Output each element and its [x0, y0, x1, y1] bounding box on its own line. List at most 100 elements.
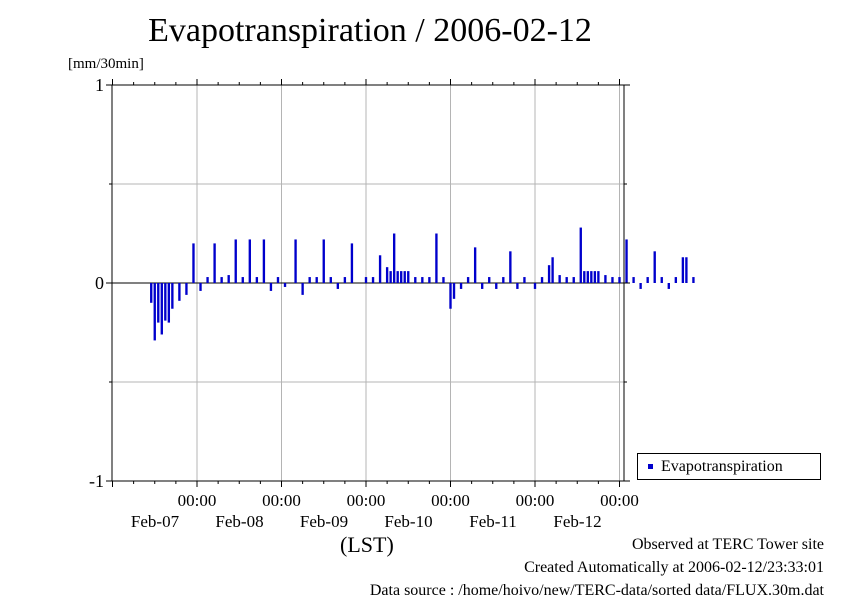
- legend-label: Evapotranspiration: [661, 457, 783, 475]
- footer-data-source: Data source : /home/hoivo/new/TERC-data/…: [369, 582, 824, 599]
- data-bar: [516, 283, 519, 289]
- x-tick-date-label: Feb-11: [469, 512, 517, 531]
- data-bar: [343, 277, 347, 283]
- x-tick-date-label: Feb-10: [384, 512, 432, 531]
- x-tick-time-label: 00:00: [516, 491, 555, 510]
- data-bar: [646, 277, 649, 283]
- data-bar: [167, 283, 171, 323]
- data-bar: [667, 283, 670, 289]
- data-bar: [269, 283, 273, 291]
- data-bar: [481, 283, 484, 289]
- data-bar: [674, 277, 678, 283]
- data-bar: [495, 283, 498, 289]
- data-bar: [435, 233, 438, 283]
- x-tick-date-label: Feb-08: [215, 512, 263, 531]
- x-axis-label: (LST): [340, 532, 394, 557]
- data-bar: [248, 239, 251, 283]
- data-bar: [407, 271, 410, 283]
- data-bar: [611, 277, 614, 283]
- data-bar: [421, 277, 424, 283]
- data-bar: [350, 243, 354, 283]
- data-bar: [329, 277, 332, 283]
- data-bar: [639, 283, 642, 289]
- data-bar: [590, 271, 593, 283]
- x-tick-date-label: Feb-07: [131, 512, 180, 531]
- data-bar: [597, 271, 600, 283]
- data-bar: [157, 283, 160, 323]
- data-bar: [185, 283, 188, 295]
- data-bar: [234, 239, 237, 283]
- data-bar: [579, 227, 582, 283]
- data-bar: [220, 277, 223, 283]
- data-bar: [452, 283, 456, 299]
- data-bar: [403, 271, 406, 283]
- data-bar: [206, 277, 209, 283]
- data-bar: [192, 243, 195, 283]
- data-bar: [653, 251, 656, 283]
- data-bar: [392, 233, 396, 283]
- chart-title: Evapotranspiration / 2006-02-12: [148, 12, 592, 49]
- data-bar: [227, 275, 230, 283]
- x-tick-date-label: Feb-09: [300, 512, 348, 531]
- data-bar: [414, 277, 417, 283]
- data-bar: [660, 277, 663, 283]
- data-bar: [171, 283, 174, 309]
- x-tick-time-label: 00:00: [347, 491, 386, 510]
- data-bar: [160, 283, 163, 335]
- data-bar: [241, 277, 244, 283]
- data-bar: [396, 271, 399, 283]
- data-bar: [685, 257, 688, 283]
- data-bar: [400, 271, 403, 283]
- data-bar: [153, 283, 156, 341]
- data-bar: [294, 239, 297, 283]
- data-bar: [371, 277, 375, 283]
- y-tick-label: -1: [89, 471, 104, 491]
- y-tick-label: 0: [95, 273, 104, 293]
- data-bar: [459, 283, 463, 289]
- y-tick-label: 1: [95, 75, 104, 95]
- data-bar: [389, 271, 392, 283]
- legend: Evapotranspiration: [637, 453, 821, 480]
- data-bar: [593, 271, 597, 283]
- footer-created: Created Automatically at 2006-02-12/23:3…: [524, 559, 824, 576]
- data-bar: [551, 257, 554, 283]
- data-bar: [502, 277, 505, 283]
- data-bar: [308, 277, 311, 283]
- x-tick-time-label: 00:00: [178, 491, 217, 510]
- data-bar: [681, 257, 685, 283]
- data-bar: [255, 277, 259, 283]
- data-bar: [632, 277, 635, 283]
- data-bar: [262, 239, 266, 283]
- data-bar: [428, 277, 431, 283]
- data-bar: [449, 283, 452, 309]
- data-bar: [276, 277, 280, 283]
- data-bar: [604, 275, 607, 283]
- footer-observed: Observed at TERC Tower site: [631, 536, 824, 553]
- data-bar: [509, 251, 512, 283]
- data-bar: [322, 239, 325, 283]
- data-bar: [466, 277, 470, 283]
- legend-swatch: [648, 464, 653, 469]
- data-bar: [488, 277, 491, 283]
- data-bar: [558, 275, 561, 283]
- data-bar: [213, 243, 216, 283]
- data-bar: [283, 283, 287, 287]
- x-tick-time-label: 00:00: [262, 491, 301, 510]
- data-bar: [315, 277, 318, 283]
- data-bar: [364, 277, 368, 283]
- data-bar: [378, 255, 382, 283]
- data-bar: [692, 277, 695, 283]
- data-bar: [547, 265, 551, 283]
- data-bar: [199, 283, 202, 291]
- data-bar: [565, 277, 568, 283]
- data-bar: [540, 277, 544, 283]
- data-bar: [583, 271, 586, 283]
- data-bar: [572, 277, 575, 283]
- x-tick-time-label: 00:00: [600, 491, 639, 510]
- y-axis-unit-label: [mm/30min]: [68, 56, 144, 72]
- data-bar: [586, 271, 589, 283]
- data-bar: [164, 283, 167, 321]
- data-bar: [442, 277, 445, 283]
- data-bar: [301, 283, 304, 295]
